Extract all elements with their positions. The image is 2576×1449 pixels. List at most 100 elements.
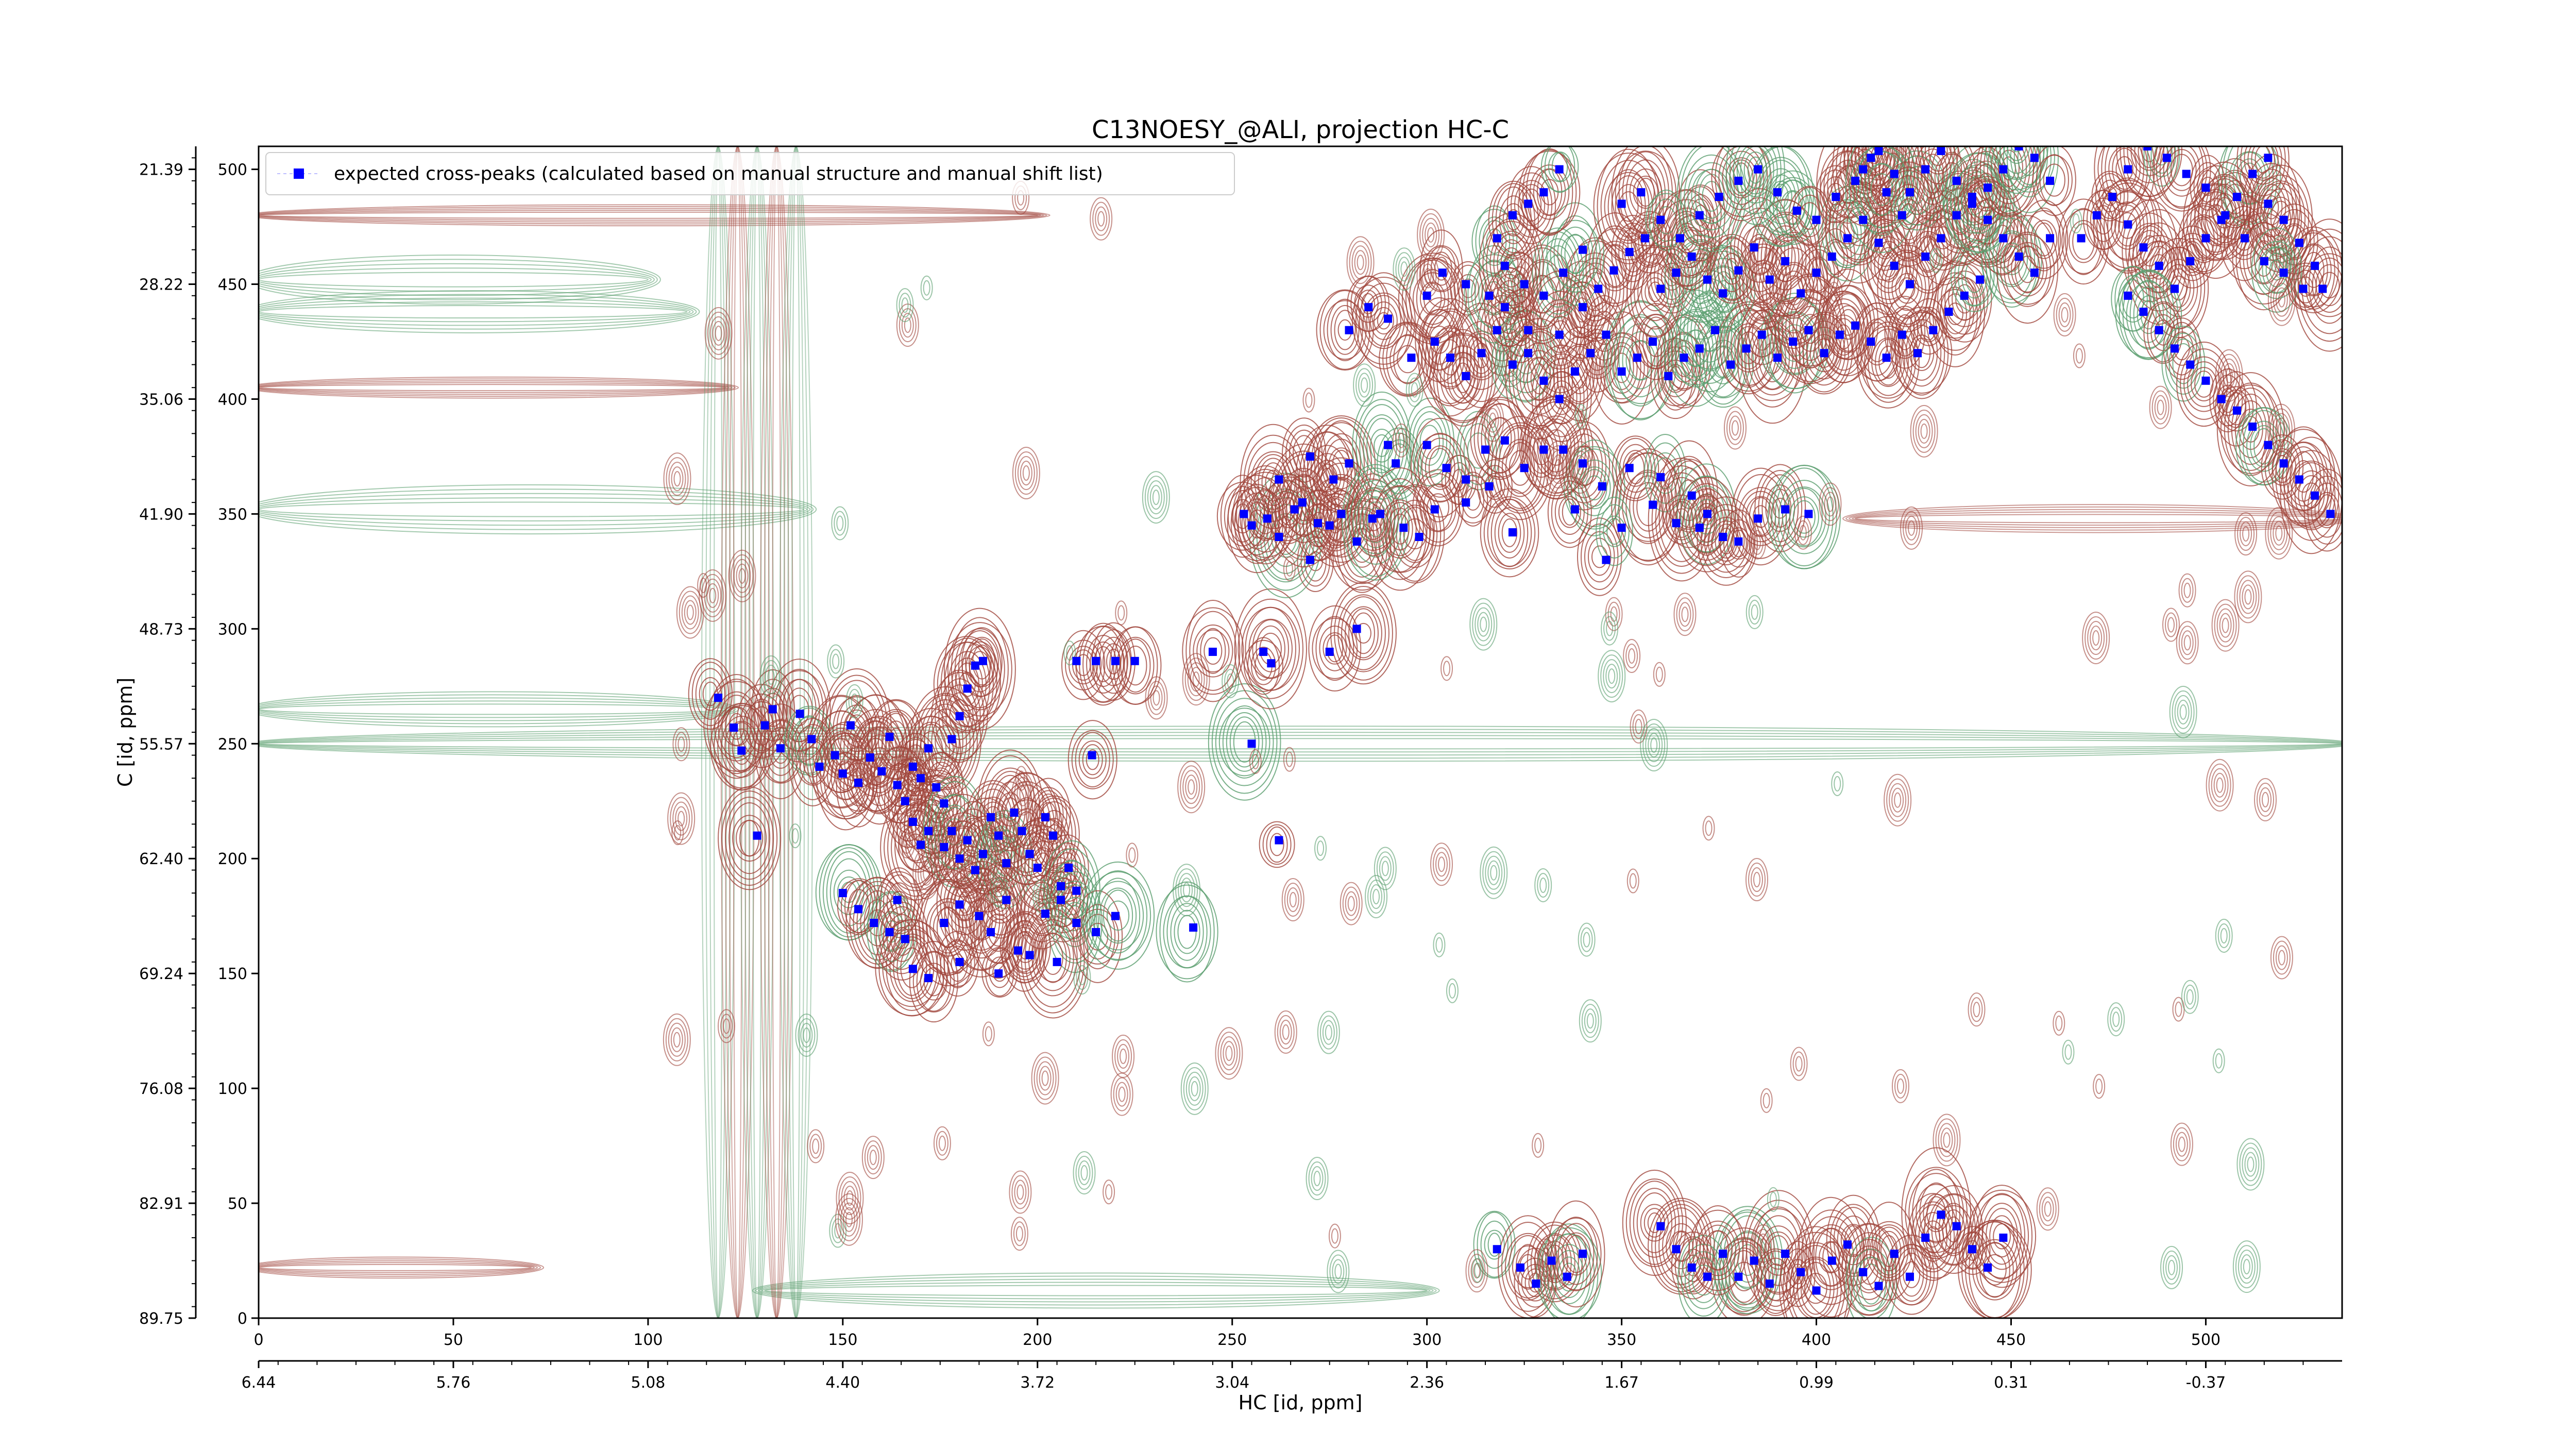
y-ppm-tick-label: 41.90	[139, 506, 183, 524]
cross-peak-marker	[2311, 491, 2319, 500]
cross-peak-marker	[1882, 353, 1891, 362]
cross-peak-marker	[2186, 360, 2195, 369]
cross-peak-marker	[1664, 372, 1673, 380]
cross-peak-marker	[1072, 919, 1081, 928]
cross-peak-marker	[1874, 1282, 1883, 1290]
cross-peak-marker	[1734, 266, 1743, 275]
cross-peak-marker	[924, 744, 933, 753]
cross-peak-marker	[1267, 659, 1276, 668]
cross-peak-marker	[1462, 280, 1470, 289]
cross-peak-marker	[1827, 1256, 1836, 1265]
cross-peak-marker	[1719, 1250, 1727, 1258]
cross-peak-marker	[1072, 886, 1081, 895]
cross-peak-marker	[1520, 280, 1529, 289]
cross-peak-marker	[1999, 165, 2008, 174]
cross-peak-marker	[2299, 284, 2308, 293]
cross-peak-marker	[1687, 491, 1696, 500]
x-ppm-tick-label: 1.67	[1604, 1374, 1639, 1392]
cross-peak-marker	[2232, 406, 2241, 415]
y-tick-label: 350	[218, 506, 247, 524]
y-tick-label: 300	[218, 620, 247, 638]
cross-peak-marker	[1430, 338, 1439, 346]
cross-peak-marker	[1579, 1250, 1587, 1258]
cross-peak-marker	[1384, 441, 1393, 449]
y-ppm-tick-label: 28.22	[139, 276, 183, 294]
cross-peak-marker	[1598, 482, 1606, 491]
cross-peak-marker	[1843, 1240, 1852, 1249]
cross-peak-marker	[1072, 656, 1081, 665]
cross-peak-marker	[1952, 176, 1961, 185]
cross-peak-marker	[2221, 211, 2230, 220]
cross-peak-marker	[1399, 524, 1408, 532]
cross-peak-marker	[2124, 220, 2132, 229]
cross-peak-marker	[776, 744, 785, 753]
cross-peak-marker	[1555, 395, 1564, 403]
y-ppm-tick-label: 48.73	[139, 620, 183, 638]
cross-peak-marker	[753, 831, 761, 840]
cross-peak-marker	[2092, 211, 2101, 220]
x-ppm-tick-label: 3.72	[1020, 1374, 1055, 1392]
cross-peak-marker	[971, 661, 979, 670]
cross-peak-marker	[1750, 1256, 1758, 1265]
cross-peak-marker	[1812, 268, 1821, 277]
cross-peak-marker	[1715, 193, 1723, 201]
cross-peak-marker	[1477, 349, 1486, 358]
cross-peak-marker	[1520, 464, 1529, 473]
cross-peak-marker	[1345, 459, 1353, 468]
cross-peak-marker	[2143, 146, 2152, 150]
cross-peak-marker	[1937, 146, 1945, 155]
cross-peak-marker	[1921, 165, 1930, 174]
cross-peak-marker	[1765, 275, 1774, 284]
cross-peak-marker	[1485, 482, 1494, 491]
x-axis-label: HC [id, ppm]	[1239, 1391, 1363, 1414]
cross-peak-marker	[1675, 234, 1684, 243]
cross-peak-marker	[2170, 284, 2179, 293]
cross-peak-marker	[1695, 344, 1704, 353]
cross-peak-marker	[1703, 275, 1711, 284]
cross-peak-marker	[1111, 656, 1120, 665]
cross-peak-marker	[2232, 193, 2241, 201]
cross-peak-marker	[1719, 289, 1727, 298]
cross-peak-marker	[1485, 291, 1494, 300]
x-ppm-tick-label: -0.37	[2186, 1374, 2226, 1392]
cross-peak-marker	[807, 735, 816, 744]
cross-peak-marker	[1422, 441, 1431, 449]
cross-peak-marker	[1524, 199, 1533, 208]
cross-peak-marker	[1797, 289, 1805, 298]
cross-peak-marker	[2155, 261, 2163, 270]
cross-peak-marker	[1275, 836, 1283, 845]
cross-peak-marker	[1765, 1279, 1774, 1288]
cross-peak-marker	[987, 813, 995, 821]
cross-peak-marker	[1263, 514, 1272, 523]
cross-peak-marker	[1703, 1272, 1711, 1281]
cross-peak-marker	[2295, 239, 2303, 247]
cross-peak-marker	[1352, 625, 1361, 633]
cross-peak-marker	[760, 721, 769, 730]
cross-peak-marker	[1462, 498, 1470, 507]
cross-peak-marker	[1092, 656, 1100, 665]
cross-peak-marker	[1524, 349, 1533, 358]
cross-peak-marker	[1999, 234, 2008, 243]
cross-peak-marker	[1298, 498, 1307, 507]
cross-peak-marker	[2279, 459, 2288, 468]
cross-peak-marker	[1773, 188, 1782, 197]
cross-peak-marker	[955, 957, 964, 966]
cross-peak-marker	[1711, 326, 1720, 334]
cross-peak-marker	[854, 905, 863, 914]
cross-peak-marker	[1672, 268, 1681, 277]
y-ppm-tick-label: 76.08	[139, 1080, 183, 1098]
cross-peak-marker	[1968, 199, 1976, 208]
cross-peak-marker	[1594, 284, 1603, 293]
cross-peak-marker	[1579, 245, 1587, 254]
x-ppm-tick-label: 5.76	[436, 1374, 471, 1392]
cross-peak-marker	[1882, 188, 1891, 197]
x-ppm-tick-label: 4.40	[825, 1374, 860, 1392]
cross-peak-marker	[955, 854, 964, 863]
cross-peak-marker	[1508, 211, 1517, 220]
cross-peak-marker	[1984, 1263, 1992, 1272]
cross-peak-marker	[963, 684, 972, 693]
cross-peak-marker	[1092, 928, 1100, 936]
cross-peak-marker	[831, 751, 839, 760]
cross-peak-marker	[1859, 1268, 1868, 1276]
y-tick-label: 0	[238, 1310, 247, 1328]
